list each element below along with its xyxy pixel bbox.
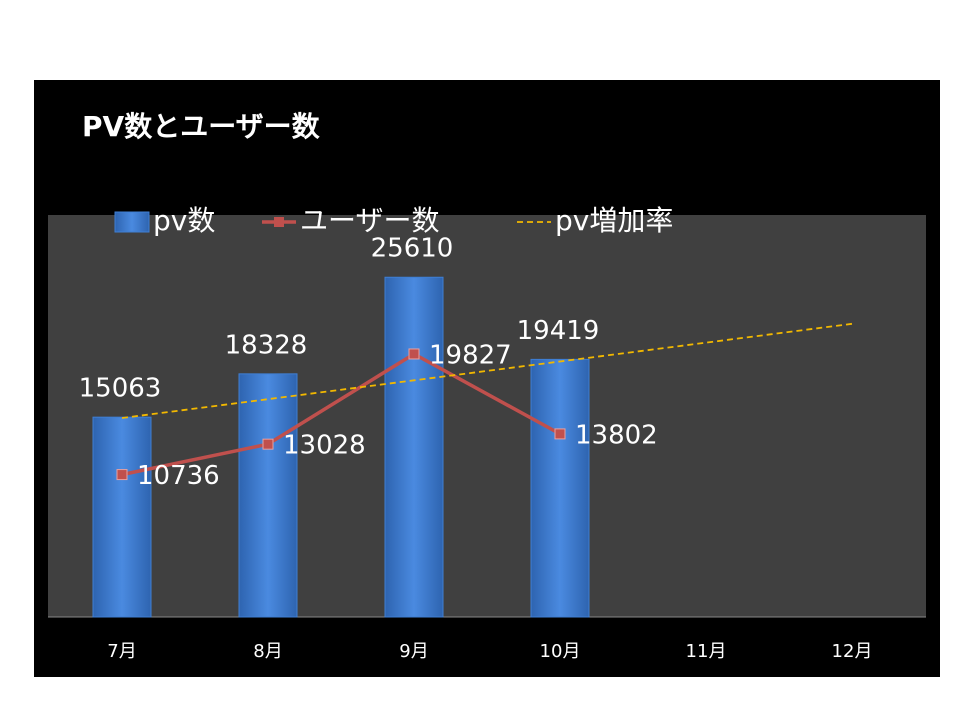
line-data-label: 10736	[137, 461, 220, 491]
bar-data-label: 15063	[79, 374, 162, 404]
bar-data-label: 25610	[371, 234, 454, 264]
trendline	[121, 322, 853, 419]
bar	[530, 358, 590, 618]
legend-marker	[274, 217, 284, 227]
legend-swatch	[114, 211, 150, 233]
legend-label: pv増加率	[555, 204, 673, 237]
x-tick-label: 12月	[832, 641, 873, 662]
x-tick-label: 9月	[399, 641, 428, 662]
legend-label: pv数	[153, 204, 215, 237]
line-marker	[262, 438, 274, 450]
x-tick-label: 8月	[253, 641, 282, 662]
line-data-label: 13028	[283, 431, 366, 461]
line-data-label: 13802	[575, 420, 658, 450]
plot-area	[48, 215, 926, 617]
x-tick-label: 10月	[540, 641, 581, 662]
x-tick-label: 11月	[686, 641, 727, 662]
line-marker	[408, 348, 420, 360]
bar	[92, 416, 152, 618]
bar	[384, 276, 444, 618]
bar-data-label: 19419	[517, 316, 600, 346]
line	[121, 351, 561, 477]
bar-data-label: 18328	[225, 330, 308, 360]
legend-label: ユーザー数	[300, 204, 439, 237]
line-data-label: 19827	[429, 340, 512, 370]
chart-title: PV数とユーザー数	[82, 110, 321, 143]
line-marker	[116, 469, 128, 481]
line-marker	[554, 428, 566, 440]
bar	[238, 373, 298, 618]
x-tick-label: 7月	[107, 641, 136, 662]
